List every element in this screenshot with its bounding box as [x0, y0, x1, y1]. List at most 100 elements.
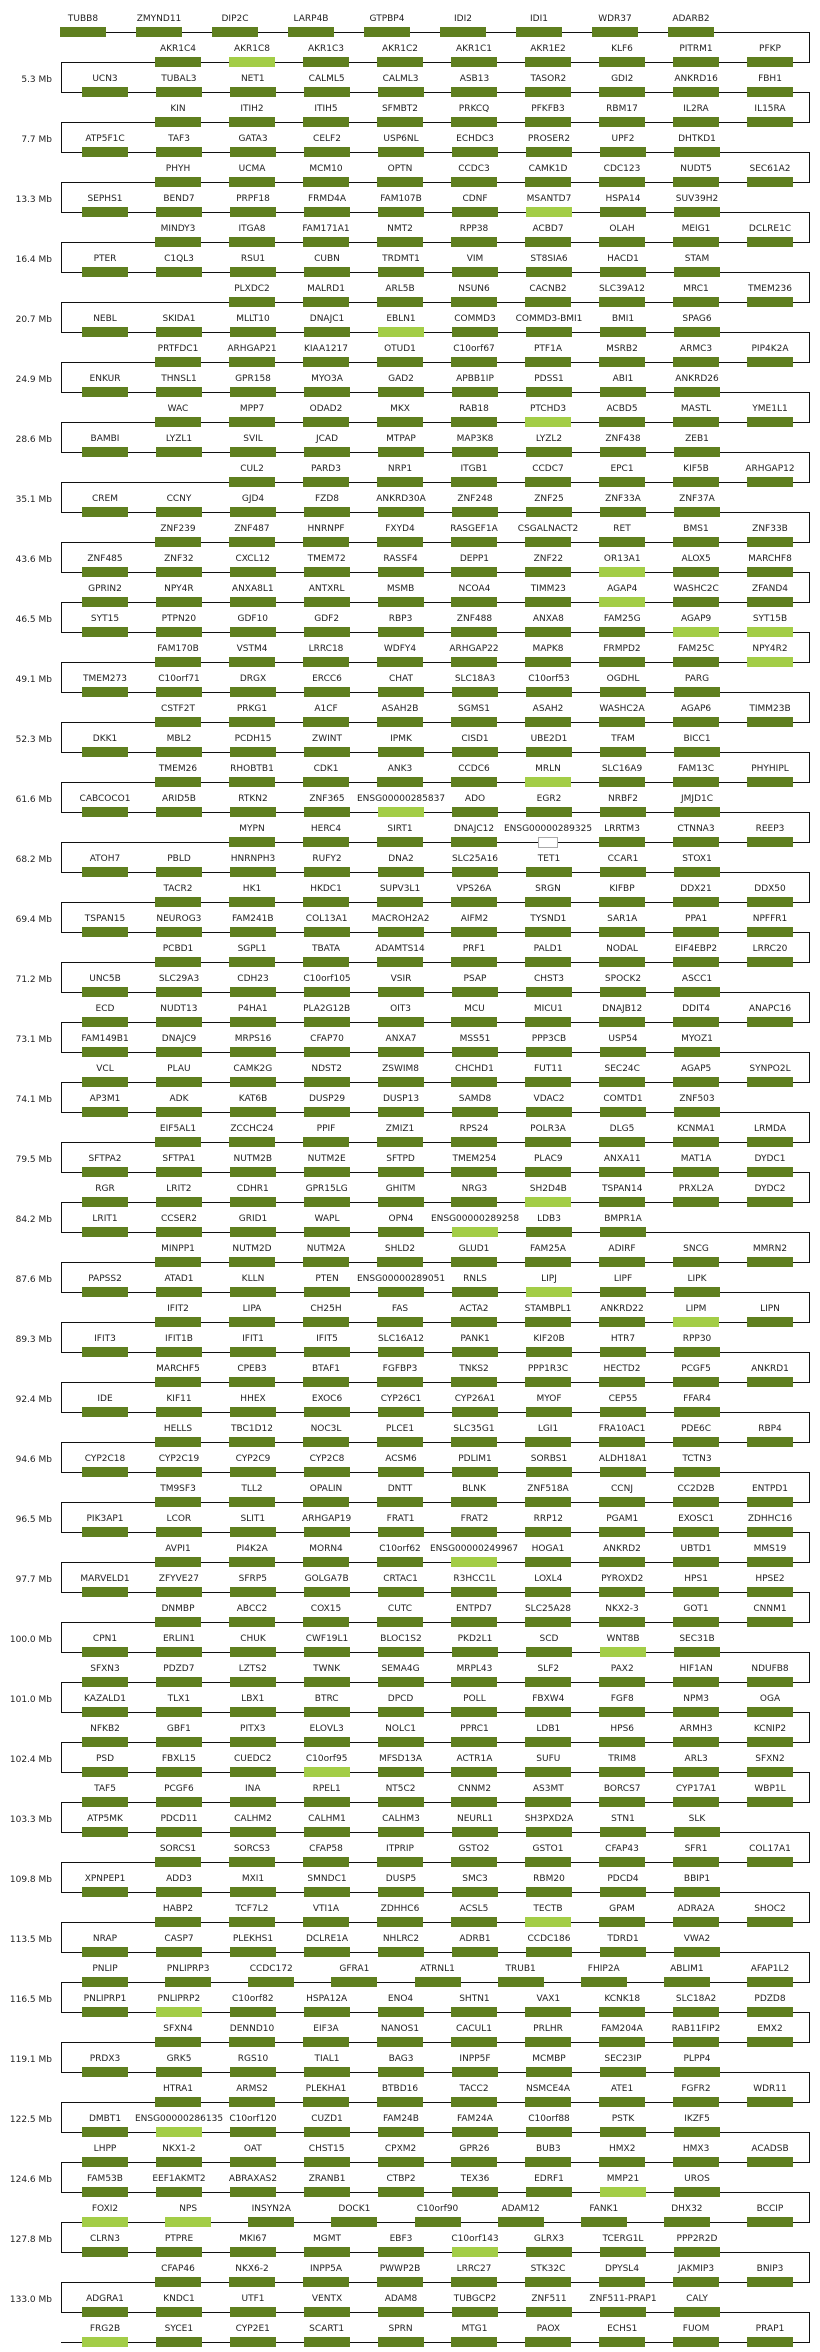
gene-bar[interactable] [599, 357, 645, 367]
gene-bar[interactable] [288, 27, 334, 37]
gene-bar[interactable] [673, 87, 720, 97]
gene-bar[interactable] [156, 2127, 202, 2137]
gene-label[interactable]: ADAM8 [384, 2294, 418, 2304]
gene-label[interactable]: LDB1 [536, 1724, 561, 1734]
gene-bar[interactable] [303, 2337, 350, 2347]
gene-bar[interactable] [673, 1497, 719, 1507]
gene-label[interactable]: ADAM12 [501, 2204, 540, 2214]
gene-label[interactable]: MASTL [680, 404, 712, 414]
gene-bar[interactable] [599, 1077, 646, 1087]
gene-bar[interactable] [599, 1527, 646, 1537]
gene-bar[interactable] [525, 957, 571, 967]
gene-bar[interactable] [525, 1017, 572, 1027]
gene-bar[interactable] [82, 867, 128, 877]
gene-bar[interactable] [452, 507, 498, 517]
gene-bar[interactable] [451, 2157, 498, 2167]
gene-label[interactable]: ADAMTS14 [375, 944, 425, 954]
gene-bar[interactable] [303, 2007, 350, 2017]
gene-bar[interactable] [525, 2337, 572, 2347]
gene-label[interactable]: PFKP [759, 44, 781, 54]
gene-label[interactable]: COL13A1 [305, 914, 348, 924]
gene-label[interactable]: GPR15LG [305, 1184, 348, 1194]
gene-label[interactable]: RBP3 [388, 614, 413, 624]
gene-bar[interactable] [303, 57, 349, 67]
gene-label[interactable]: PGAM1 [606, 1514, 639, 1524]
gene-label[interactable]: NRP1 [387, 464, 413, 474]
gene-label[interactable]: TACR2 [163, 884, 193, 894]
gene-label[interactable]: MYOF [536, 1394, 562, 1404]
gene-label[interactable]: MCMBP [532, 2054, 566, 2064]
gene-label[interactable]: PRLHR [533, 2024, 563, 2034]
gene-bar[interactable] [452, 387, 498, 397]
gene-label[interactable]: OR13A1 [603, 554, 641, 564]
gene-bar[interactable] [451, 657, 497, 667]
gene-label[interactable]: OPALIN [309, 1484, 343, 1494]
gene-bar[interactable] [525, 237, 571, 247]
gene-label[interactable]: PRDX3 [89, 2054, 121, 2064]
gene-label[interactable]: CCDC186 [527, 1934, 571, 1944]
gene-label[interactable]: RASSF4 [383, 554, 418, 564]
gene-bar[interactable] [377, 957, 423, 967]
gene-label[interactable]: BMPR1A [604, 1214, 642, 1224]
gene-bar[interactable] [303, 357, 349, 367]
gene-label[interactable]: IFIT1B [165, 1334, 193, 1344]
gene-label[interactable]: OGDHL [606, 674, 640, 684]
gene-bar[interactable] [304, 2307, 350, 2317]
gene-bar[interactable] [599, 2037, 645, 2047]
gene-bar[interactable] [600, 507, 646, 517]
gene-bar[interactable] [304, 2067, 350, 2077]
gene-label[interactable]: ZRANB1 [308, 2174, 346, 2184]
gene-label[interactable]: NDST2 [311, 1064, 342, 1074]
gene-label[interactable]: GDF2 [314, 614, 340, 624]
gene-label[interactable]: IDI1 [530, 14, 548, 24]
gene-label[interactable]: CH25H [310, 1304, 342, 1314]
gene-bar[interactable] [525, 2277, 571, 2287]
gene-label[interactable]: CFAP70 [310, 1034, 344, 1044]
gene-bar[interactable] [82, 1977, 128, 1987]
gene-bar[interactable] [747, 837, 793, 847]
gene-bar[interactable] [230, 267, 276, 277]
gene-bar[interactable] [377, 717, 423, 727]
gene-bar[interactable] [82, 1227, 128, 1237]
gene-bar[interactable] [674, 2307, 720, 2317]
gene-bar[interactable] [747, 1557, 793, 1567]
gene-label[interactable]: ACTR1A [456, 1754, 493, 1764]
gene-label[interactable]: NMT2 [387, 224, 413, 234]
gene-bar[interactable] [377, 1707, 424, 1717]
gene-bar[interactable] [156, 267, 202, 277]
gene-label[interactable]: BCCIP [756, 2204, 784, 2214]
gene-bar[interactable] [525, 777, 571, 787]
gene-label[interactable]: ADGRA1 [86, 2294, 124, 2304]
gene-label[interactable]: ACSL5 [459, 1904, 489, 1914]
gene-label[interactable]: SAMD8 [458, 1094, 492, 1104]
gene-bar[interactable] [673, 57, 719, 67]
gene-bar[interactable] [747, 2037, 793, 2047]
gene-bar[interactable] [82, 327, 128, 337]
gene-label[interactable]: TCF7L2 [235, 1904, 269, 1914]
gene-bar[interactable] [304, 1347, 350, 1357]
gene-bar[interactable] [599, 1677, 646, 1687]
gene-label[interactable]: APBB1IP [456, 374, 494, 384]
gene-bar[interactable] [229, 1197, 276, 1207]
gene-bar[interactable] [230, 147, 276, 157]
gene-bar[interactable] [82, 2157, 128, 2167]
gene-label[interactable]: NPY4R2 [752, 644, 788, 654]
gene-bar[interactable] [673, 1707, 720, 1717]
gene-bar[interactable] [377, 927, 424, 937]
gene-bar[interactable] [674, 867, 720, 877]
gene-label[interactable]: PITRM1 [679, 44, 713, 54]
gene-label[interactable]: CTBP2 [386, 2174, 416, 2184]
gene-label[interactable]: RGS10 [237, 2054, 269, 2064]
gene-bar[interactable] [526, 207, 572, 217]
gene-label[interactable]: PWWP2B [379, 2264, 421, 2274]
gene-label[interactable]: SLIT1 [240, 1514, 266, 1524]
gene-label[interactable]: EGR2 [536, 794, 562, 804]
gene-bar[interactable] [82, 1527, 128, 1537]
gene-label[interactable]: EIF5AL1 [159, 1124, 197, 1134]
gene-bar[interactable] [747, 777, 793, 787]
gene-label[interactable]: PAPSS2 [88, 1274, 122, 1284]
gene-label[interactable]: CAMK2G [233, 1064, 273, 1074]
gene-label[interactable]: SLC35G1 [453, 1424, 495, 1434]
gene-label[interactable]: SFXN2 [755, 1754, 785, 1764]
gene-label[interactable]: GATA3 [238, 134, 268, 144]
